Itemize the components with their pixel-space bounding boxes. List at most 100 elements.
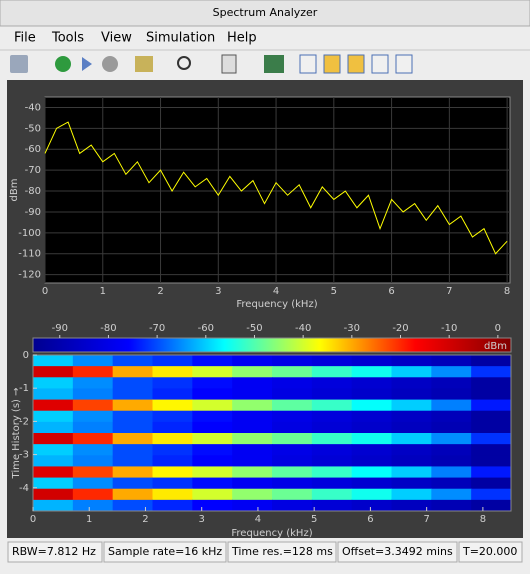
spectrogram-cell xyxy=(272,488,313,501)
spectrogram-cell xyxy=(272,499,313,512)
spectrogram-cell xyxy=(33,377,74,389)
y-tick-label: -60 xyxy=(25,144,41,155)
spectrogram-cell xyxy=(72,499,114,512)
menu-item[interactable]: Simulation xyxy=(146,31,215,46)
y-tick-label: -80 xyxy=(25,186,41,197)
colorbar-tick-label: -10 xyxy=(441,323,457,334)
spectrogram-cell xyxy=(152,477,193,490)
spectrogram-cell xyxy=(152,455,193,467)
tool-button[interactable] xyxy=(347,54,365,74)
step-button[interactable] xyxy=(82,57,92,71)
spectrogram-cell xyxy=(471,399,512,412)
y-tick-label: -40 xyxy=(25,102,41,113)
spectrogram-cell xyxy=(232,388,273,401)
spectrogram-cell xyxy=(112,399,153,412)
spectrogram-cell xyxy=(311,377,353,389)
colorbar-tick-label: 0 xyxy=(495,323,501,334)
spectrogram-cell xyxy=(311,444,353,456)
spectrogram-cell xyxy=(232,433,273,445)
spectrogram-cell xyxy=(152,388,193,401)
spectrogram-cell xyxy=(232,377,273,389)
spectrogram-cell xyxy=(471,444,512,456)
spectrogram-cell xyxy=(391,355,432,367)
spectrogram-cell xyxy=(192,444,233,456)
spectrogram-cell xyxy=(33,455,74,467)
y-tick-label: -110 xyxy=(18,249,41,260)
x-tick-label: 8 xyxy=(504,286,510,297)
spectrogram-cell xyxy=(72,488,114,501)
spectrogram-cell xyxy=(431,355,472,367)
spectrogram-cell xyxy=(311,477,353,490)
spectrogram-cell xyxy=(72,410,114,423)
spectrogram-cell xyxy=(272,388,313,401)
spectrogram-cell xyxy=(192,399,233,412)
y-tick-label: -100 xyxy=(18,228,41,239)
y-tick-label: -120 xyxy=(18,270,41,281)
status-field xyxy=(7,541,103,563)
spectrogram-cell xyxy=(72,444,114,456)
spectrogram-cell xyxy=(391,388,432,401)
spectrogram-cell xyxy=(272,455,313,467)
spectrogram-cell xyxy=(72,366,114,378)
spectrogram-cell xyxy=(351,466,392,479)
spectrogram-cell xyxy=(112,388,153,401)
spectrogram-cell xyxy=(351,444,392,456)
spectrogram-cell xyxy=(152,366,193,378)
spectrogram-cell xyxy=(152,444,193,456)
toolbar xyxy=(10,54,413,74)
menu-item[interactable]: File xyxy=(14,31,36,46)
spectrogram-cell xyxy=(351,421,392,434)
spectrogram-cell xyxy=(431,410,472,423)
spectrogram-cell xyxy=(351,410,392,423)
stop-button[interactable] xyxy=(102,56,118,72)
spectrogram-cell xyxy=(351,377,392,389)
y-axis-label: Time History (s) → xyxy=(11,388,22,480)
spectrogram-frame xyxy=(32,354,512,512)
spectrogram-cell xyxy=(192,377,233,389)
x-tick-label: 2 xyxy=(157,286,163,297)
spectrogram-cell xyxy=(192,433,233,445)
spectrogram-cell xyxy=(471,355,512,367)
tool-button[interactable] xyxy=(371,54,389,74)
colorbar-tick-label: -80 xyxy=(100,323,116,334)
spectrogram-cell xyxy=(192,410,233,423)
spectrogram-cell xyxy=(391,410,432,423)
tool-button[interactable] xyxy=(323,54,341,74)
spectrogram-cell xyxy=(471,410,512,423)
spectrogram-cell xyxy=(112,444,153,456)
spectrogram-cell xyxy=(471,377,512,389)
x-tick-label: 4 xyxy=(255,514,261,525)
tool-button[interactable] xyxy=(395,54,413,74)
spectrogram-cell xyxy=(232,399,273,412)
menu-item[interactable]: Help xyxy=(227,31,257,46)
spectrogram-cell xyxy=(391,488,432,501)
spectrogram-cell xyxy=(391,399,432,412)
spectrogram-cell xyxy=(351,433,392,445)
spectrogram-cell xyxy=(431,399,472,412)
spectrogram-cell xyxy=(152,421,193,434)
spectrogram-cell xyxy=(33,499,74,512)
spectrogram-cell xyxy=(391,433,432,445)
spectrogram-cell xyxy=(272,433,313,445)
run-button[interactable] xyxy=(55,56,71,72)
tool-button[interactable] xyxy=(135,56,153,72)
zoom-button[interactable] xyxy=(177,56,191,70)
menu-item[interactable]: Tools xyxy=(51,31,84,46)
spectrum-button[interactable] xyxy=(264,55,284,73)
spectrogram-cell xyxy=(272,444,313,456)
colorbar-label: dBm xyxy=(484,341,507,352)
colorbar-tick-label: -90 xyxy=(52,323,68,334)
spectrogram-cell xyxy=(33,388,74,401)
spectrogram-cell xyxy=(192,355,233,367)
menu-item[interactable]: View xyxy=(101,31,132,46)
spectrogram-cell xyxy=(192,455,233,467)
spectrogram-cell xyxy=(232,421,273,434)
spectrogram-cell xyxy=(33,433,74,445)
scale-button[interactable] xyxy=(221,54,237,74)
tool-button[interactable] xyxy=(299,54,317,74)
tool-button[interactable] xyxy=(10,55,28,73)
spectrogram-cell xyxy=(112,410,153,423)
x-tick-label: 6 xyxy=(367,514,373,525)
spectrogram-cell xyxy=(471,421,512,434)
status-text: Sample rate=16 kHz xyxy=(108,545,222,558)
